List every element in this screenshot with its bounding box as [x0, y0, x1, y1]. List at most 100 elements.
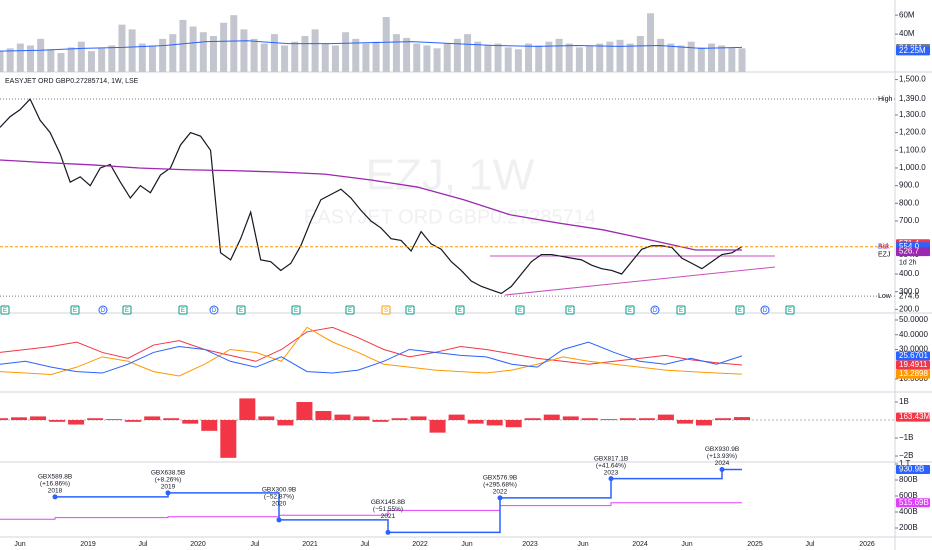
event-label: E: [73, 308, 77, 314]
watermark: EZJ, 1W: [366, 151, 535, 200]
mcap-annotation: 2022: [493, 489, 508, 496]
volume-bar: [6, 48, 14, 72]
mcap-annotation: 2021: [381, 513, 396, 520]
badge-label: 163.43M: [899, 412, 930, 421]
flow-bar: [486, 420, 503, 426]
volume-bar: [372, 41, 380, 72]
event-label: E: [408, 308, 412, 314]
event-marker: [70, 305, 80, 315]
volume-bar: [362, 43, 370, 72]
flow-bar: [106, 419, 123, 421]
moving-average: [0, 159, 742, 251]
mcap-annotation: GBX589.8B: [38, 474, 72, 481]
volume-bar: [321, 43, 329, 72]
flow-bar: [676, 420, 693, 424]
volume-bar: [220, 22, 228, 73]
volume-bar: [443, 43, 451, 72]
volume-bar: [504, 47, 512, 72]
volume-bar: [108, 45, 116, 72]
event-marker: [0, 305, 10, 315]
event-marker: [735, 305, 745, 315]
flow-bar: [125, 420, 142, 422]
event-label: E: [628, 308, 632, 314]
mcap-annotation: 2020: [272, 501, 287, 508]
event-marker: [676, 305, 686, 315]
flow-bar: [600, 419, 617, 421]
y-tick-label: 30.0000: [899, 345, 928, 354]
flow-bar: [258, 416, 275, 421]
mcap-point: [719, 467, 725, 473]
price-line: [0, 97, 743, 295]
badge-label: 13.2898: [899, 369, 928, 378]
y-tick-label: 1,500.0: [899, 75, 926, 84]
volume-bar: [331, 45, 339, 72]
mcap-point: [608, 476, 614, 482]
event-label: E: [458, 308, 462, 314]
mcap-annotation: 2018: [48, 488, 63, 495]
volume-bar: [718, 45, 726, 72]
flow-bar: [239, 398, 256, 421]
mcap-annotation: GBX576.9B: [483, 475, 517, 482]
volume-bar: [209, 36, 217, 72]
event-marker: [178, 305, 188, 315]
price-badge: [896, 369, 930, 379]
volume-bar: [382, 17, 390, 72]
volume-bar: [67, 47, 75, 72]
volume-bar: [514, 49, 522, 72]
y-tick-label: 1B: [899, 397, 909, 406]
flow-bar: [334, 414, 351, 421]
y-tick-label: −2B: [899, 451, 913, 460]
mcap-point: [385, 529, 391, 535]
volume-bar: [647, 13, 655, 73]
mcap-annotation: (+13.93%): [707, 453, 737, 460]
volume-bar: [626, 43, 634, 72]
price-badge: [896, 46, 930, 56]
volume-bar: [16, 43, 24, 72]
volume-bar: [189, 26, 197, 73]
event-marker: [625, 305, 635, 315]
event-label: E: [518, 308, 522, 314]
volume-bar: [535, 45, 543, 72]
flow-bar: [695, 420, 712, 426]
volume-bar: [525, 43, 533, 72]
event-marker: [455, 305, 465, 315]
volume-bar: [728, 47, 736, 72]
flow-bar: [467, 420, 484, 424]
volume-bar: [37, 38, 45, 72]
flow-bar: [296, 402, 313, 421]
flow-bar: [543, 414, 560, 421]
volume-bar: [677, 45, 685, 72]
y-tick-label: 1,100.0: [899, 145, 926, 154]
mcap-annotation: GBX300.9B: [262, 487, 296, 494]
mcap-point: [165, 490, 171, 496]
mcap-annotation: (+8.26%): [155, 477, 182, 484]
flow-bar: [448, 414, 465, 421]
x-tick-label: 2022: [412, 541, 428, 548]
volume-bar: [159, 38, 167, 72]
event-label: E: [568, 308, 572, 314]
mcap-annotation: GBX930.9B: [705, 446, 739, 453]
y-tick-label: 1,200.0: [899, 128, 926, 137]
price-badge: [896, 465, 930, 475]
volume-bar: [392, 34, 400, 72]
flow-bar: [581, 418, 598, 421]
event-label: E: [679, 308, 683, 314]
y-tick-label: 400B: [899, 507, 918, 516]
volume-bar: [596, 43, 604, 72]
volume-bar: [230, 15, 238, 73]
watermark-sub: EASYJET ORD GBP0.27285714: [304, 206, 596, 228]
event-marker: [291, 305, 301, 315]
y-tick-label: 300.0: [899, 287, 920, 296]
low-value: 274.6: [899, 291, 920, 300]
flow-bar: [277, 420, 294, 426]
x-tick-label: 2021: [302, 541, 318, 548]
badge-label: 19.4911: [899, 360, 928, 369]
price-badge: [896, 412, 930, 422]
badge-label: 526.7: [899, 247, 920, 256]
mcap-annotation: GBX145.8B: [371, 499, 405, 506]
mcap-annotation: (−51.55%): [373, 506, 403, 513]
mcap-point: [497, 495, 503, 501]
volume-bar: [118, 24, 126, 73]
volume-bar: [250, 38, 258, 72]
